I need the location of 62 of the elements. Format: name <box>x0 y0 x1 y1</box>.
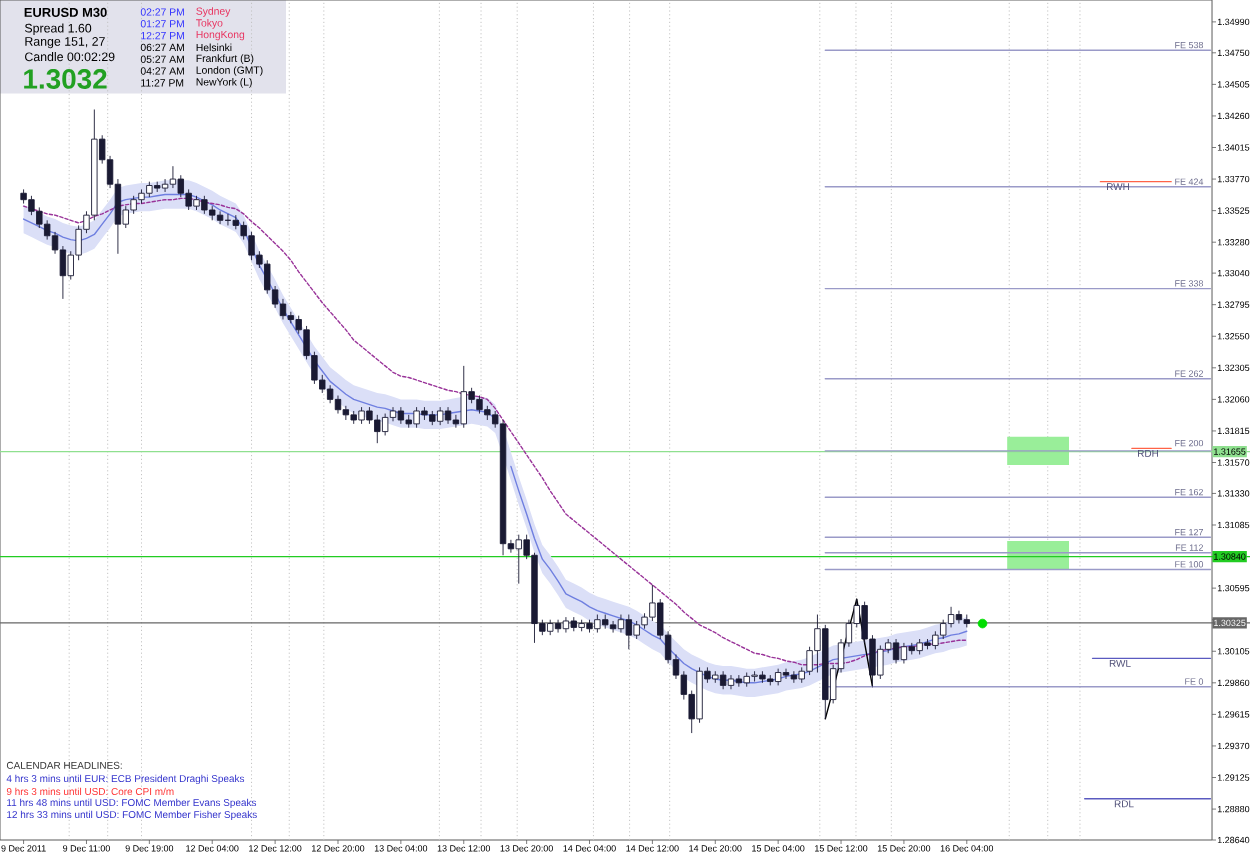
candlestick <box>444 406 452 425</box>
candlestick <box>735 674 743 688</box>
candlestick <box>774 668 782 686</box>
candlestick <box>169 165 177 189</box>
candlestick <box>767 674 774 686</box>
candlestick <box>499 419 507 556</box>
candlestick <box>381 413 389 436</box>
candlestick <box>633 620 640 640</box>
candlestick <box>562 616 570 634</box>
candlestick <box>429 410 436 426</box>
candlestick <box>900 642 908 664</box>
candlestick <box>216 210 224 225</box>
candlestick <box>947 606 955 628</box>
candlestick <box>908 642 915 655</box>
candlestick <box>782 668 790 680</box>
candlestick <box>193 195 200 211</box>
candlestick <box>727 674 735 690</box>
candlestick <box>609 620 617 634</box>
candlestick <box>232 214 240 230</box>
candlestick <box>578 619 585 632</box>
candlestick <box>421 406 428 421</box>
candlestick <box>326 384 334 404</box>
candlestick <box>554 619 562 634</box>
candlestick <box>751 670 758 682</box>
candlestick <box>955 610 963 624</box>
candlestick <box>924 638 931 650</box>
candlestick <box>397 406 405 425</box>
candlestick <box>759 670 766 684</box>
annotation: 1.3032 <box>24 69 107 89</box>
candlestick <box>617 614 625 634</box>
candlestick <box>940 619 947 640</box>
candlestick <box>287 311 295 324</box>
candlestick <box>436 406 444 426</box>
candlestick <box>20 188 27 204</box>
candlestick <box>358 406 365 425</box>
candlestick <box>460 365 467 429</box>
candlestick <box>892 638 900 664</box>
candlestick <box>36 206 43 229</box>
candlestick <box>790 670 798 684</box>
candlestick <box>138 188 145 204</box>
candlestick <box>586 619 593 634</box>
candlestick <box>822 624 829 720</box>
candlestick <box>570 616 577 632</box>
candlestick <box>719 670 727 690</box>
candlestick <box>342 405 350 421</box>
candlestick <box>743 672 750 688</box>
candlestick <box>201 195 208 215</box>
candlestick <box>366 406 373 425</box>
candlestick <box>334 395 342 414</box>
candlestick <box>877 645 884 680</box>
candlestick <box>932 630 939 650</box>
candlestick <box>350 410 357 425</box>
candlestick <box>413 406 420 429</box>
candlestick <box>154 181 161 193</box>
candlestick <box>916 638 923 655</box>
candlestick <box>696 666 703 724</box>
candlestick <box>161 178 169 193</box>
candlestick <box>547 619 554 636</box>
candlestick <box>476 395 483 414</box>
candlestick <box>146 181 153 198</box>
candlestick <box>484 405 491 421</box>
candlestick <box>712 670 719 684</box>
